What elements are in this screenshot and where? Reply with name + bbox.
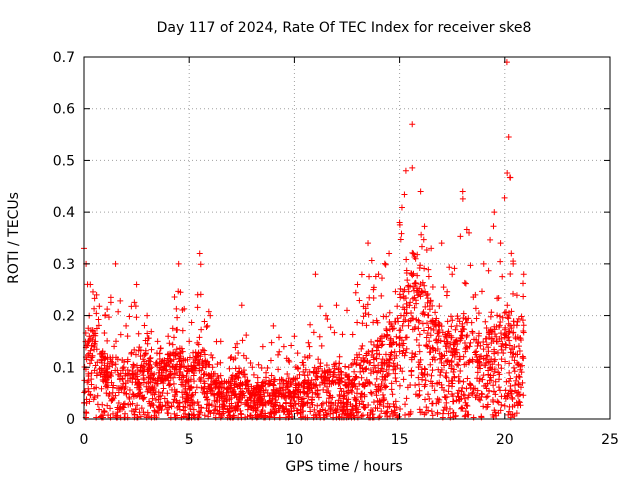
y-tick-label: 0.4	[53, 205, 75, 221]
x-tick-label: 10	[285, 432, 303, 448]
y-tick-label: 0.5	[53, 153, 75, 169]
tick-labels: 0 5 10 15 20 25 0 0.1 0.2 0.3 0.4 0.5 0.6 0.7	[53, 50, 619, 448]
grid	[84, 57, 610, 419]
plot-frame	[83, 56, 611, 420]
y-tick-label: 0	[66, 412, 75, 428]
x-tick-label: 20	[496, 432, 514, 448]
y-tick-label: 0.2	[53, 309, 75, 325]
y-tick-label: 0.6	[53, 102, 75, 118]
roti-markers	[81, 59, 527, 421]
y-tick-label: 0.7	[53, 50, 75, 66]
axis-ticks	[83, 56, 611, 420]
chart-title: Day 117 of 2024, Rate Of TEC Index for r…	[157, 20, 532, 36]
data-points	[81, 59, 527, 421]
x-axis-label: GPS time / hours	[285, 459, 402, 475]
y-tick-label: 0.3	[53, 257, 75, 273]
x-tick-label: 15	[391, 432, 409, 448]
y-tick-label: 0.1	[53, 360, 75, 376]
x-tick-label: 5	[185, 432, 194, 448]
x-tick-label: 25	[601, 432, 619, 448]
y-axis-label: ROTI / TECUs	[6, 192, 22, 284]
x-tick-label: 0	[80, 432, 89, 448]
